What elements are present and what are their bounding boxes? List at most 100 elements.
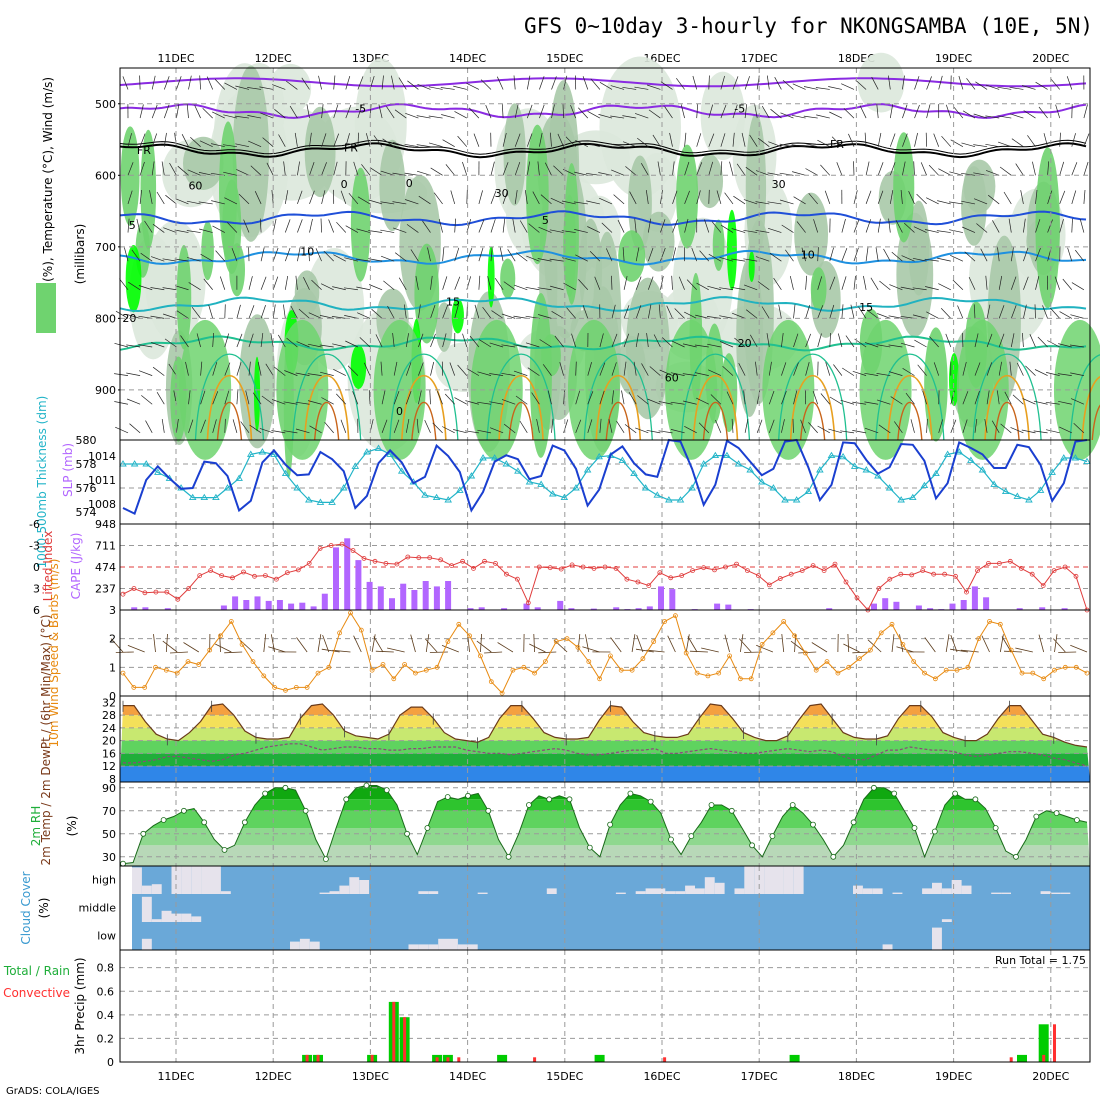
wind-barb bbox=[917, 364, 927, 376]
wind-barb bbox=[1062, 278, 1073, 290]
wind-barb bbox=[732, 104, 738, 119]
wind-point bbox=[207, 647, 213, 653]
wind-barb bbox=[652, 134, 661, 147]
wind-barb bbox=[817, 305, 824, 319]
cloud-bar bbox=[882, 944, 893, 950]
wind-barb bbox=[454, 304, 459, 319]
rh-point bbox=[546, 796, 553, 803]
cloud-bar bbox=[132, 867, 142, 894]
surface-isotherm bbox=[984, 375, 1030, 441]
li-point bbox=[405, 554, 411, 560]
wind-barb bbox=[257, 361, 262, 376]
wind-barb bbox=[720, 224, 734, 233]
wind-barb bbox=[380, 201, 395, 205]
wind-barb bbox=[902, 133, 908, 147]
li-point bbox=[471, 566, 476, 571]
thickness-point bbox=[816, 466, 824, 473]
thickness-point bbox=[769, 484, 778, 491]
wind-barb bbox=[1011, 138, 1024, 147]
wind-barb bbox=[687, 636, 698, 653]
wind-point bbox=[900, 642, 906, 647]
wind-barb bbox=[270, 634, 276, 653]
wind-barb bbox=[391, 75, 395, 90]
wind-barb bbox=[478, 219, 485, 233]
wind-barb bbox=[1037, 336, 1048, 348]
precip-convective-bar bbox=[446, 1057, 450, 1062]
wind-barb bbox=[438, 218, 443, 233]
wind-barb bbox=[236, 390, 239, 405]
wind-barb bbox=[480, 633, 482, 653]
wind-barb bbox=[381, 419, 388, 433]
wind-barb bbox=[755, 361, 758, 376]
li-point bbox=[252, 573, 257, 579]
li-point bbox=[339, 541, 345, 547]
cloud-axis-title: Cloud Cover bbox=[19, 871, 33, 944]
thickness-tick-label: 580 bbox=[76, 434, 97, 447]
cloud-unit-title: (%) bbox=[37, 898, 51, 919]
wind-barb bbox=[347, 365, 359, 376]
wind-barb bbox=[1047, 190, 1053, 205]
wind-barb bbox=[646, 429, 661, 434]
wind-barb bbox=[937, 257, 951, 262]
wind-barb bbox=[829, 276, 836, 290]
thickness-point bbox=[154, 468, 162, 475]
surface-isotherm bbox=[778, 353, 848, 441]
cloud-bar bbox=[428, 891, 439, 894]
rh-point bbox=[586, 844, 593, 851]
wind-point bbox=[412, 670, 418, 676]
thickness-point bbox=[955, 448, 964, 455]
thickness-point bbox=[374, 444, 383, 451]
wind-barb bbox=[227, 222, 238, 233]
wind-barb bbox=[901, 255, 915, 262]
cape-bar bbox=[321, 593, 328, 610]
wind-barb bbox=[754, 104, 758, 119]
wind-barb bbox=[624, 424, 637, 434]
wind-barb bbox=[392, 201, 407, 205]
wind-barb bbox=[610, 85, 625, 90]
wind-barb bbox=[816, 114, 830, 119]
wind-point bbox=[813, 667, 819, 673]
wind-point bbox=[239, 642, 245, 647]
bottom-date-label: 17DEC bbox=[741, 1070, 778, 1083]
li-point bbox=[547, 565, 553, 571]
wind-barb bbox=[695, 372, 709, 376]
wind-barb bbox=[526, 161, 531, 176]
wind-barb bbox=[902, 104, 908, 119]
cape-bar bbox=[893, 601, 900, 610]
wind-barb bbox=[248, 276, 253, 290]
wind-barb bbox=[150, 287, 165, 291]
wind-barb bbox=[163, 227, 177, 233]
wind-barb bbox=[323, 250, 334, 262]
wind-barb bbox=[1070, 398, 1085, 405]
cloud-bar bbox=[1040, 891, 1051, 894]
cape-bar bbox=[971, 586, 978, 610]
wind-barb bbox=[186, 104, 189, 119]
wind-barb bbox=[599, 81, 613, 90]
li-line bbox=[122, 543, 1088, 611]
wind-barb bbox=[407, 80, 419, 90]
precip-convective-bar bbox=[457, 1057, 461, 1062]
wind-barb bbox=[695, 314, 709, 319]
thickness-point bbox=[1025, 496, 1033, 503]
wind-barb bbox=[704, 219, 710, 233]
wind-barb bbox=[840, 430, 855, 434]
wind-barb bbox=[719, 287, 734, 291]
wind-barb bbox=[912, 314, 927, 319]
wind-barb bbox=[353, 635, 362, 653]
wind-barb bbox=[674, 308, 685, 319]
wind-point bbox=[954, 667, 960, 673]
wind-barb bbox=[743, 390, 746, 405]
wind-point bbox=[824, 659, 830, 664]
rh-point bbox=[262, 790, 269, 797]
wind-barb bbox=[124, 247, 129, 262]
wind-barb bbox=[1083, 133, 1090, 147]
li-point bbox=[120, 591, 126, 597]
wind-barb bbox=[283, 430, 298, 434]
wind-barb bbox=[853, 161, 855, 176]
wind-barb bbox=[1010, 276, 1017, 290]
wind-point bbox=[467, 633, 473, 639]
thickness-tick-label: 576 bbox=[76, 482, 97, 495]
wind-barb bbox=[670, 401, 685, 405]
wind-barb bbox=[243, 219, 250, 233]
wind-point bbox=[597, 676, 602, 682]
